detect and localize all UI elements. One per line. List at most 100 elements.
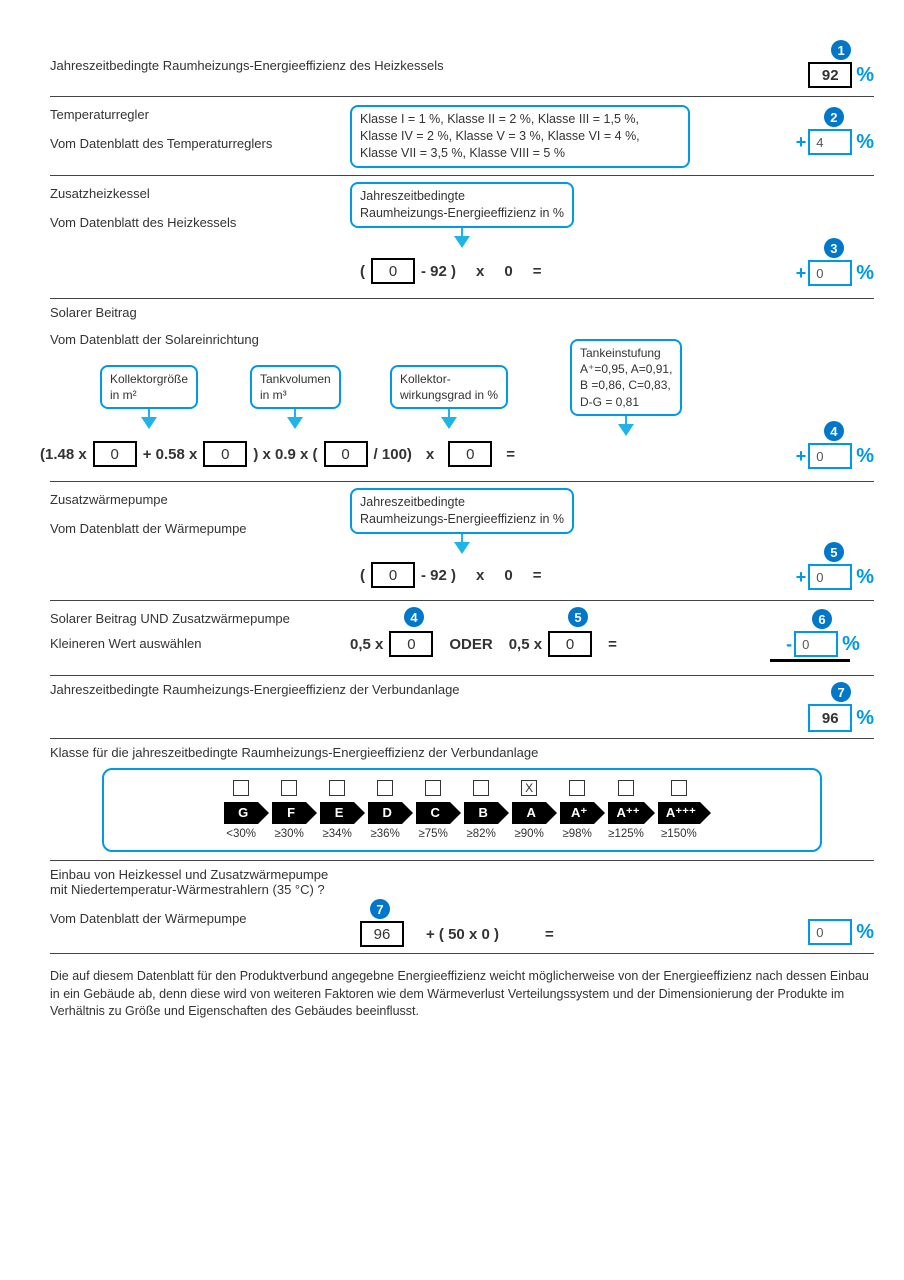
section4-title: Solarer Beitrag xyxy=(50,305,874,320)
section3-sub: Vom Datenblatt des Heizkessels xyxy=(50,215,236,230)
class-item-E[interactable]: E ≥34% xyxy=(320,780,354,840)
class-label: A⁺ xyxy=(560,802,594,824)
f4-eq: = xyxy=(506,446,515,463)
class-item-A⁺⁺[interactable]: A⁺⁺ ≥125% xyxy=(608,780,644,840)
class-checkbox[interactable] xyxy=(671,780,687,796)
class-label: F xyxy=(272,802,306,824)
f3-factor: 0 xyxy=(504,263,512,280)
pct-5: % xyxy=(856,566,874,589)
value-3[interactable]: 0 xyxy=(808,260,852,286)
value-8[interactable]: 0 xyxy=(808,919,852,945)
callout-4c: Kollektor- wirkungsgrad in % xyxy=(390,365,508,409)
value-7: 96 xyxy=(808,704,852,732)
op-2: + xyxy=(796,132,807,153)
value-2[interactable]: 4 xyxy=(808,129,852,155)
op-5: + xyxy=(796,567,807,588)
f3-x: x xyxy=(476,263,484,280)
class-label: C xyxy=(416,802,450,824)
class-checkbox[interactable]: X xyxy=(521,780,537,796)
footer: Die auf diesem Datenblatt für den Produk… xyxy=(50,968,874,1021)
class-checkbox[interactable] xyxy=(377,780,393,796)
class-checkbox[interactable] xyxy=(233,780,249,796)
pct-4: % xyxy=(856,445,874,468)
value-4[interactable]: 0 xyxy=(808,443,852,469)
class-range: ≥98% xyxy=(560,828,594,840)
value-1: 92 xyxy=(808,62,852,88)
class-range: ≥30% xyxy=(272,828,306,840)
section7-title: Jahreszeitbedingte Raumheizungs-Energiee… xyxy=(50,682,460,697)
class-range: ≥34% xyxy=(320,828,354,840)
callout-4a: Kollektorgröße in m² xyxy=(100,365,198,409)
f4-p1: (1.48 x xyxy=(40,446,87,463)
class-label: G xyxy=(224,802,258,824)
class-checkbox[interactable] xyxy=(618,780,634,796)
pct-3: % xyxy=(856,262,874,285)
pct-6: % xyxy=(842,633,860,656)
f4-b4[interactable]: 0 xyxy=(448,441,492,467)
f4-p5: x xyxy=(426,446,434,463)
class-label: A⁺⁺ xyxy=(608,802,643,824)
class-title: Klasse für die jahreszeitbedingte Raumhe… xyxy=(50,745,874,760)
class-item-A⁺[interactable]: A⁺ ≥98% xyxy=(560,780,594,840)
pct-7: % xyxy=(856,707,874,730)
class-range: ≥125% xyxy=(608,828,644,840)
class-checkbox[interactable] xyxy=(569,780,585,796)
f3-minus: - 92 ) xyxy=(421,263,456,280)
f4-p2: + 0.58 x xyxy=(143,446,198,463)
class-range: <30% xyxy=(224,828,258,840)
section5-sub: Vom Datenblatt der Wärmepumpe xyxy=(50,521,247,536)
class-label: A xyxy=(512,802,546,824)
circle-2: 2 xyxy=(824,107,844,127)
f4-b1[interactable]: 0 xyxy=(93,441,137,467)
op-3: + xyxy=(796,263,807,284)
class-checkbox[interactable] xyxy=(329,780,345,796)
f8-b1[interactable]: 96 xyxy=(360,921,404,947)
circle-8-ref: 7 xyxy=(370,899,390,919)
value-6[interactable]: 0 xyxy=(794,631,838,657)
section8-title: Einbau von Heizkessel und Zusatzwärmepum… xyxy=(50,867,874,897)
section6-sub: Kleineren Wert auswählen xyxy=(50,636,290,651)
class-item-A⁺⁺⁺[interactable]: A⁺⁺⁺≥150% xyxy=(658,780,700,840)
f3-eq: = xyxy=(533,263,542,280)
pct-2: % xyxy=(856,131,874,154)
f3-box1[interactable]: 0 xyxy=(371,258,415,284)
f6-b1[interactable]: 0 xyxy=(389,631,433,657)
section2-sub: Vom Datenblatt des Temperaturreglers xyxy=(50,136,272,151)
class-label: E xyxy=(320,802,354,824)
callout-4b: Tankvolumen in m³ xyxy=(250,365,341,409)
f6-b2[interactable]: 0 xyxy=(548,631,592,657)
section1-title: Jahreszeitbedingte Raumheizungs-Energiee… xyxy=(50,58,444,73)
arrow-3 xyxy=(454,236,470,248)
pct-1: % xyxy=(856,64,874,87)
op-6: - xyxy=(786,634,792,655)
callout-3: Jahreszeitbedingte Raumheizungs-Energiee… xyxy=(350,182,574,228)
circle-4: 4 xyxy=(824,421,844,441)
circle-1: 1 xyxy=(831,40,851,60)
class-range: ≥36% xyxy=(368,828,402,840)
class-item-D[interactable]: D≥36% xyxy=(368,780,402,840)
class-item-B[interactable]: B≥82% xyxy=(464,780,498,840)
f5-box1[interactable]: 0 xyxy=(371,562,415,588)
op-4: + xyxy=(796,446,807,467)
f4-b3[interactable]: 0 xyxy=(324,441,368,467)
circle-6: 6 xyxy=(812,609,832,629)
class-item-C[interactable]: C≥75% xyxy=(416,780,450,840)
class-checkbox[interactable] xyxy=(425,780,441,796)
callout-2: Klasse I = 1 %, Klasse II = 2 %, Klasse … xyxy=(350,105,690,168)
f5-eq: = xyxy=(533,567,542,584)
value-5[interactable]: 0 xyxy=(808,564,852,590)
class-container: G <30% F ≥30% E ≥34% D≥36% C≥75% B≥82% XA ≥90% A⁺ ≥9… xyxy=(102,768,822,852)
class-checkbox[interactable] xyxy=(473,780,489,796)
class-label: B xyxy=(464,802,498,824)
section5-title: Zusatzwärmepumpe xyxy=(50,492,247,507)
pct-8: % xyxy=(856,921,874,944)
class-item-G[interactable]: G <30% xyxy=(224,780,258,840)
circle-ref4: 4 xyxy=(404,607,424,627)
f5-factor: 0 xyxy=(504,567,512,584)
f4-b2[interactable]: 0 xyxy=(203,441,247,467)
class-range: ≥90% xyxy=(512,828,546,840)
class-item-A[interactable]: XA ≥90% xyxy=(512,780,546,840)
f5-x: x xyxy=(476,567,484,584)
class-checkbox[interactable] xyxy=(281,780,297,796)
class-item-F[interactable]: F ≥30% xyxy=(272,780,306,840)
